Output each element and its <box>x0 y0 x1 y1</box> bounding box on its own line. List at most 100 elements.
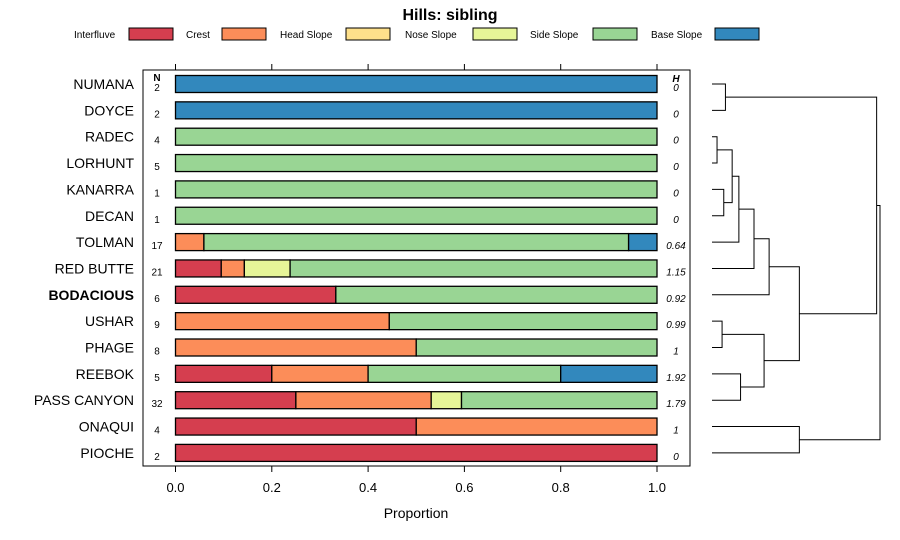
n-value-doyce: 2 <box>154 109 160 120</box>
n-value-bodacious: 6 <box>154 294 160 305</box>
row-labels: NUMANA 2 0 DOYCE 2 0 RADEC 4 0 LORHUNT 5 0 KANARRA 1 0… <box>34 76 686 463</box>
legend-label-nose-slope: Nose Slope <box>405 30 457 41</box>
chart-title: Hills: sibling <box>402 7 497 24</box>
row-label-radec: RADEC <box>85 129 134 145</box>
bar-ushar-side-slope <box>388 311 658 331</box>
dendrogram-link-11 <box>725 96 878 315</box>
legend: Interfluve Crest Head Slope Nose Slope Side … <box>74 27 760 41</box>
bar-lorhunt-side-slope <box>174 153 658 173</box>
bar-tolman-base-slope <box>627 232 658 252</box>
row-label-tolman: TOLMAN <box>76 234 134 250</box>
h-value-bodacious: 0.92 <box>666 294 686 305</box>
h-value-pioche: 0 <box>673 452 679 463</box>
bar-pass-canyon-side-slope <box>460 391 658 410</box>
h-value-kanarra: 0 <box>673 188 679 199</box>
bar-red-butte-interfluve <box>174 259 222 278</box>
legend-swatch-head-slope <box>345 27 391 41</box>
h-value-phage: 1 <box>673 347 679 358</box>
row-label-doyce: DOYCE <box>84 102 134 118</box>
h-value-onaqui: 1 <box>673 426 679 437</box>
legend-label-head-slope: Head Slope <box>280 30 333 41</box>
dendrogram <box>712 83 881 454</box>
dendrogram-link-9 <box>722 333 765 388</box>
row-label-numana: NUMANA <box>73 76 134 92</box>
row-label-onaqui: ONAQUI <box>79 419 134 435</box>
n-value-pioche: 2 <box>154 452 160 463</box>
bar-pass-canyon-crest <box>295 391 432 410</box>
h-column-header: H <box>672 74 680 85</box>
dendrogram-link-8 <box>712 373 742 401</box>
bar-reebok-base-slope <box>560 364 658 384</box>
x-tick-label-2: 0.4 <box>359 480 377 495</box>
h-value-doyce: 0 <box>673 109 679 120</box>
bar-ushar-crest <box>174 311 390 331</box>
dendrogram-link-13 <box>799 204 881 441</box>
legend-swatch-base-slope <box>714 27 760 41</box>
bar-red-butte-crest <box>220 259 246 278</box>
row-label-phage: PHAGE <box>85 340 134 356</box>
row-label-decan: DECAN <box>85 208 134 224</box>
legend-swatch-nose-slope <box>472 27 518 41</box>
bar-reebok-crest <box>271 364 369 384</box>
row-label-red-butte: RED BUTTE <box>55 260 134 276</box>
legend-label-crest: Crest <box>186 30 210 41</box>
bar-onaqui-crest <box>415 417 658 436</box>
x-tick-label-4: 0.8 <box>552 480 570 495</box>
row-label-kanarra: KANARRA <box>66 181 134 197</box>
bar-phage-crest <box>174 338 417 357</box>
n-column-header: N <box>153 73 160 84</box>
row-label-pioche: PIOCHE <box>80 445 134 461</box>
h-value-lorhunt: 0 <box>673 162 679 173</box>
x-axis-title: Proportion <box>384 505 449 521</box>
dendrogram-link-4 <box>712 175 740 243</box>
dendrogram-link-2 <box>712 188 725 217</box>
row-label-bodacious: BODACIOUS <box>48 287 134 303</box>
legend-label-interfluve: Interfluve <box>74 30 116 41</box>
h-value-radec: 0 <box>673 136 679 147</box>
row-label-pass-canyon: PASS CANYON <box>34 392 134 408</box>
dendrogram-link-12 <box>712 426 800 454</box>
x-tick-label-0: 0.0 <box>166 480 184 495</box>
h-value-tolman: 0.64 <box>666 241 686 252</box>
h-value-red-butte: 1.15 <box>666 267 686 278</box>
bar-decan-side-slope <box>174 206 658 225</box>
n-value-onaqui: 4 <box>154 426 160 437</box>
dendrogram-link-3 <box>717 149 733 204</box>
n-value-tolman: 17 <box>151 241 163 252</box>
n-value-kanarra: 1 <box>154 188 160 199</box>
dendrogram-link-7 <box>712 320 723 348</box>
plot-frame <box>142 69 691 467</box>
bar-red-butte-nose-slope <box>243 259 291 278</box>
bar-tolman-side-slope <box>203 232 630 252</box>
dendrogram-link-1 <box>712 136 718 164</box>
bar-bodacious-interfluve <box>174 285 337 304</box>
bar-tolman-crest <box>174 232 205 252</box>
legend-swatch-interfluve <box>128 27 174 41</box>
row-label-reebok: REEBOK <box>76 366 135 382</box>
legend-swatch-side-slope <box>592 27 638 41</box>
n-value-red-butte: 21 <box>151 267 163 278</box>
x-axis: 0.0 0.2 0.4 0.6 0.8 1.0 <box>166 64 666 495</box>
dendrogram-link-5 <box>712 208 755 269</box>
bar-reebok-interfluve <box>174 364 273 384</box>
legend-label-side-slope: Side Slope <box>530 30 579 41</box>
bar-phage-side-slope <box>415 338 658 357</box>
dendrogram-link-0 <box>712 83 726 111</box>
n-value-decan: 1 <box>154 215 160 226</box>
dendrogram-link-6 <box>712 238 770 296</box>
legend-swatch-crest <box>221 27 267 41</box>
x-tick-label-3: 0.6 <box>455 480 473 495</box>
h-value-numana: 0 <box>673 83 679 94</box>
row-label-lorhunt: LORHUNT <box>66 155 134 171</box>
n-value-phage: 8 <box>154 347 160 358</box>
bar-reebok-side-slope <box>367 364 562 384</box>
h-value-ushar: 0.99 <box>666 320 686 331</box>
n-value-numana: 2 <box>154 83 160 94</box>
bar-pioche-interfluve <box>174 443 658 463</box>
bar-bodacious-side-slope <box>335 285 658 304</box>
row-label-ushar: USHAR <box>85 313 134 329</box>
h-value-decan: 0 <box>673 215 679 226</box>
n-value-lorhunt: 5 <box>154 162 160 173</box>
bar-red-butte-side-slope <box>289 259 658 278</box>
h-value-pass-canyon: 1.79 <box>666 399 686 410</box>
